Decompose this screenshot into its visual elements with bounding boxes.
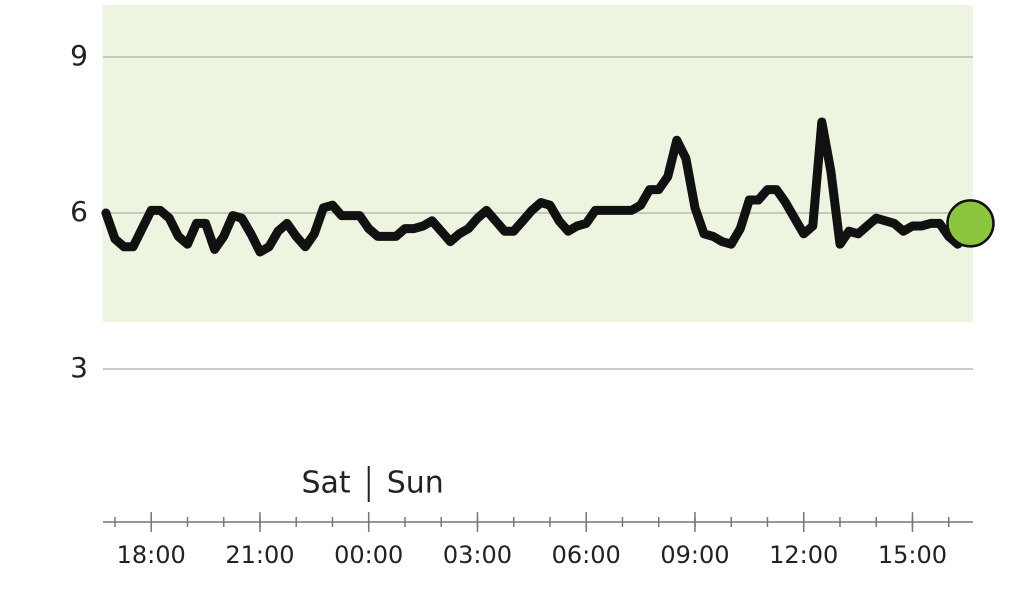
current-reading	[946, 199, 995, 248]
y-tick-label: 6	[70, 195, 88, 228]
x-tick-label: 00:00	[334, 541, 403, 569]
y-tick-label: 9	[70, 39, 88, 72]
y-tick-label: 3	[70, 351, 88, 384]
x-tick-label: 12:00	[769, 541, 838, 569]
target-range	[103, 5, 973, 323]
x-tick-label: 21:00	[225, 541, 294, 569]
glucose-line	[101, 117, 963, 257]
day-label: Sat	[302, 466, 351, 501]
x-tick-label: 18:00	[117, 541, 186, 569]
x-tick-label: 06:00	[552, 541, 621, 569]
x-tick-label: 09:00	[660, 541, 729, 569]
x-tick-label: 15:00	[878, 541, 947, 569]
day-label: Sun	[387, 466, 444, 501]
x-tick-label: 03:00	[443, 541, 512, 569]
